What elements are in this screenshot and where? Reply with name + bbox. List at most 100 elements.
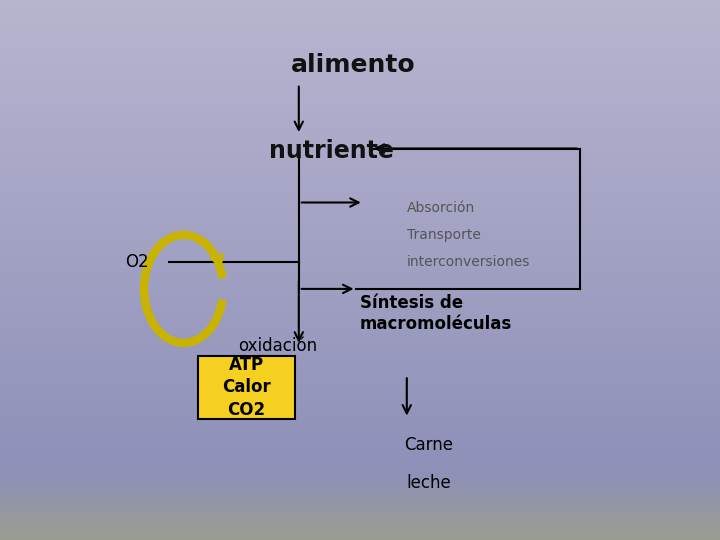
- Bar: [0, 63, 720, 65]
- Bar: [0, 198, 720, 200]
- Bar: [0, 194, 720, 196]
- Bar: [0, 409, 720, 410]
- Bar: [0, 515, 720, 517]
- Bar: [0, 538, 720, 540]
- Bar: [0, 522, 720, 524]
- Bar: [0, 498, 720, 501]
- Bar: [0, 56, 720, 58]
- Bar: [0, 380, 720, 382]
- Bar: [0, 266, 720, 268]
- Bar: [0, 169, 720, 171]
- Bar: [0, 336, 720, 339]
- Bar: [0, 77, 720, 79]
- Bar: [0, 417, 720, 420]
- Bar: [0, 427, 720, 428]
- Bar: [0, 437, 720, 439]
- Bar: [0, 439, 720, 441]
- Bar: [0, 342, 720, 344]
- Bar: [0, 304, 720, 306]
- Bar: [0, 524, 720, 525]
- Bar: [0, 470, 720, 471]
- Bar: [0, 506, 720, 508]
- Bar: [0, 349, 720, 351]
- Text: Carne: Carne: [404, 436, 453, 455]
- Bar: [0, 47, 720, 49]
- Text: O2: O2: [125, 253, 148, 271]
- Bar: [0, 139, 720, 140]
- Bar: [0, 22, 720, 23]
- Bar: [0, 401, 720, 403]
- Bar: [0, 117, 720, 119]
- Bar: [0, 88, 720, 90]
- Bar: [0, 420, 720, 421]
- Bar: [0, 320, 720, 322]
- Bar: [0, 511, 720, 513]
- Bar: [0, 58, 720, 59]
- Bar: [0, 383, 720, 385]
- Bar: [0, 301, 720, 302]
- Bar: [0, 204, 720, 205]
- Bar: [0, 525, 720, 528]
- Bar: [0, 36, 720, 38]
- Bar: [0, 254, 720, 255]
- Bar: [0, 518, 720, 520]
- Bar: [0, 241, 720, 243]
- Bar: [0, 353, 720, 355]
- Bar: [0, 69, 720, 70]
- Bar: [0, 315, 720, 317]
- Text: interconversiones: interconversiones: [407, 255, 530, 269]
- Bar: [0, 238, 720, 239]
- Bar: [0, 513, 720, 515]
- Bar: [0, 279, 720, 281]
- Text: Absorción: Absorción: [407, 201, 475, 215]
- Bar: [0, 189, 720, 191]
- Bar: [0, 135, 720, 137]
- Bar: [0, 414, 720, 416]
- Bar: [0, 501, 720, 502]
- Bar: [0, 285, 720, 286]
- Bar: [0, 275, 720, 277]
- Bar: [0, 466, 720, 468]
- Bar: [0, 306, 720, 308]
- Bar: [0, 4, 720, 5]
- Bar: [0, 147, 720, 150]
- Bar: [0, 373, 720, 374]
- Bar: [0, 479, 720, 481]
- Bar: [0, 474, 720, 475]
- Bar: [0, 382, 720, 383]
- Bar: [0, 131, 720, 133]
- Bar: [0, 182, 720, 184]
- Bar: [0, 200, 720, 201]
- Bar: [0, 99, 720, 101]
- Bar: [0, 412, 720, 414]
- Bar: [0, 358, 720, 360]
- Bar: [0, 529, 720, 531]
- Bar: [0, 146, 720, 147]
- Bar: [0, 497, 720, 498]
- Bar: [0, 140, 720, 142]
- Bar: [0, 536, 720, 538]
- Bar: [0, 243, 720, 245]
- Bar: [0, 23, 720, 25]
- Bar: [0, 398, 720, 400]
- Bar: [0, 20, 720, 22]
- Bar: [0, 5, 720, 7]
- Bar: [0, 425, 720, 427]
- Text: ATP
Calor
CO2: ATP Calor CO2: [222, 356, 271, 418]
- Bar: [0, 11, 720, 12]
- Bar: [0, 270, 720, 272]
- Bar: [0, 16, 720, 18]
- Bar: [0, 212, 720, 214]
- Bar: [0, 178, 720, 180]
- Bar: [0, 454, 720, 455]
- Bar: [0, 366, 720, 367]
- Bar: [0, 324, 720, 326]
- Bar: [0, 164, 720, 166]
- Bar: [0, 236, 720, 238]
- Bar: [0, 407, 720, 409]
- Bar: [0, 274, 720, 275]
- Bar: [0, 255, 720, 258]
- Bar: [0, 484, 720, 486]
- Bar: [0, 153, 720, 155]
- Bar: [0, 376, 720, 378]
